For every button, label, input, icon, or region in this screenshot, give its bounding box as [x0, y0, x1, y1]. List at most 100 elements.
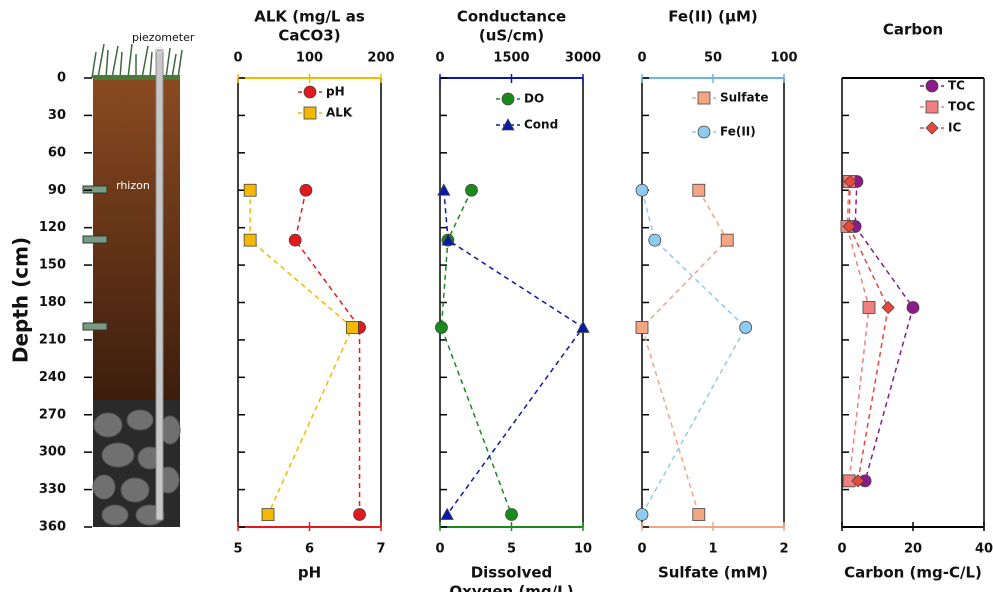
marker: [440, 507, 454, 520]
y-tick-label: 300: [39, 445, 66, 460]
series-line: [249, 190, 354, 515]
legend-marker: [925, 121, 939, 135]
marker: [906, 301, 920, 314]
x2-axis-label: Fe(II) (μM): [668, 8, 758, 26]
y-tick-label: 30: [48, 108, 66, 123]
marker: [261, 508, 275, 521]
legend-marker: [697, 91, 711, 105]
legend-marker: [925, 79, 939, 93]
marker: [635, 508, 649, 521]
y-axis-label: Depth (cm): [9, 237, 33, 363]
marker: [842, 219, 856, 233]
x-axis-label: pH: [298, 564, 321, 582]
x-tick-label: 2: [779, 542, 788, 557]
x-axis-label: Sulfate (mM): [658, 564, 768, 582]
series-line: [848, 181, 889, 481]
x2-tick-label: 0: [233, 51, 242, 66]
y-tick-label: 0: [57, 71, 66, 86]
marker: [635, 183, 649, 197]
legend-marker: [303, 85, 317, 99]
x2-tick-label: 50: [704, 51, 722, 66]
marker: [345, 321, 359, 334]
legend-marker: [303, 106, 317, 120]
marker: [299, 183, 313, 197]
marker: [243, 233, 257, 247]
x-tick-label: 0: [435, 542, 444, 557]
y-tick-label: 120: [39, 220, 66, 235]
marker: [441, 233, 455, 246]
legend-label: TOC: [948, 100, 975, 114]
legend-marker: [697, 125, 711, 139]
y-tick-label: 210: [39, 332, 66, 347]
marker: [881, 300, 895, 315]
x-tick-label: 0: [837, 542, 846, 557]
legend-label: DO: [524, 92, 544, 106]
legend-marker: [501, 92, 515, 106]
marker: [353, 508, 366, 521]
x2-tick-label: 1500: [493, 51, 529, 66]
x2-axis-label: Conductance: [457, 8, 566, 26]
marker: [648, 233, 662, 247]
x-tick-label: 0: [637, 542, 646, 557]
x-tick-label: 20: [904, 542, 922, 557]
marker: [288, 233, 302, 247]
y-tick-label: 330: [39, 482, 66, 497]
marker: [843, 174, 857, 189]
marker: [576, 320, 590, 333]
x2-axis-label: CaCO3): [278, 27, 340, 45]
series-line: [854, 181, 914, 482]
x-tick-label: 7: [376, 542, 385, 557]
x2-tick-label: 3000: [565, 51, 601, 66]
y-tick-label: 360: [39, 520, 66, 535]
x-tick-label: 40: [975, 542, 993, 557]
x2-tick-label: 0: [435, 51, 444, 66]
x2-axis-label: ALK (mg/L as: [254, 8, 365, 26]
legend-label: Cond: [524, 118, 558, 132]
rhizon-label: rhizon: [116, 179, 150, 192]
x-axis-label: Carbon (mg-C/L): [844, 564, 982, 582]
x2-tick-label: 0: [637, 51, 646, 66]
series-line: [846, 181, 870, 481]
y-tick-label: 90: [48, 183, 66, 198]
legend-label: pH: [326, 85, 345, 99]
x2-tick-label: 200: [367, 51, 394, 66]
marker: [505, 508, 518, 521]
marker: [862, 301, 876, 314]
piezometer-label: piezometer: [132, 31, 195, 44]
marker: [851, 474, 865, 488]
legend-label: Fe(II): [720, 125, 756, 139]
legend-label: IC: [948, 121, 961, 135]
y-tick-label: 180: [39, 295, 66, 310]
series-line: [443, 190, 585, 515]
x-tick-label: 6: [305, 542, 314, 557]
marker: [739, 321, 753, 334]
legend-marker: [501, 118, 515, 131]
marker: [243, 183, 257, 197]
series-line: [440, 189, 513, 515]
marker: [437, 183, 451, 196]
x-tick-label: 5: [233, 542, 242, 557]
legend-label: TC: [948, 79, 965, 93]
x2-axis-label: (uS/cm): [479, 27, 544, 45]
marker: [635, 321, 649, 334]
y-tick-label: 150: [39, 258, 66, 273]
y-tick-label: 270: [39, 407, 66, 422]
legend-marker: [925, 100, 939, 114]
marker: [465, 183, 478, 197]
chart-title: Carbon: [883, 21, 943, 39]
legend-label: Sulfate: [720, 91, 769, 105]
y-tick-label: 240: [39, 370, 66, 385]
marker: [692, 183, 706, 197]
x-tick-label: 10: [574, 542, 592, 557]
x-axis-label: Dissolved: [471, 564, 553, 582]
marker: [692, 508, 706, 521]
x-tick-label: 1: [708, 542, 717, 557]
legend-label: ALK: [326, 106, 353, 120]
marker: [720, 233, 734, 247]
x-axis-label: Oxygen (mg/L): [449, 583, 573, 592]
marker: [435, 321, 448, 334]
y-tick-label: 60: [48, 145, 66, 160]
series-line: [294, 190, 361, 515]
x2-tick-label: 100: [770, 51, 797, 66]
